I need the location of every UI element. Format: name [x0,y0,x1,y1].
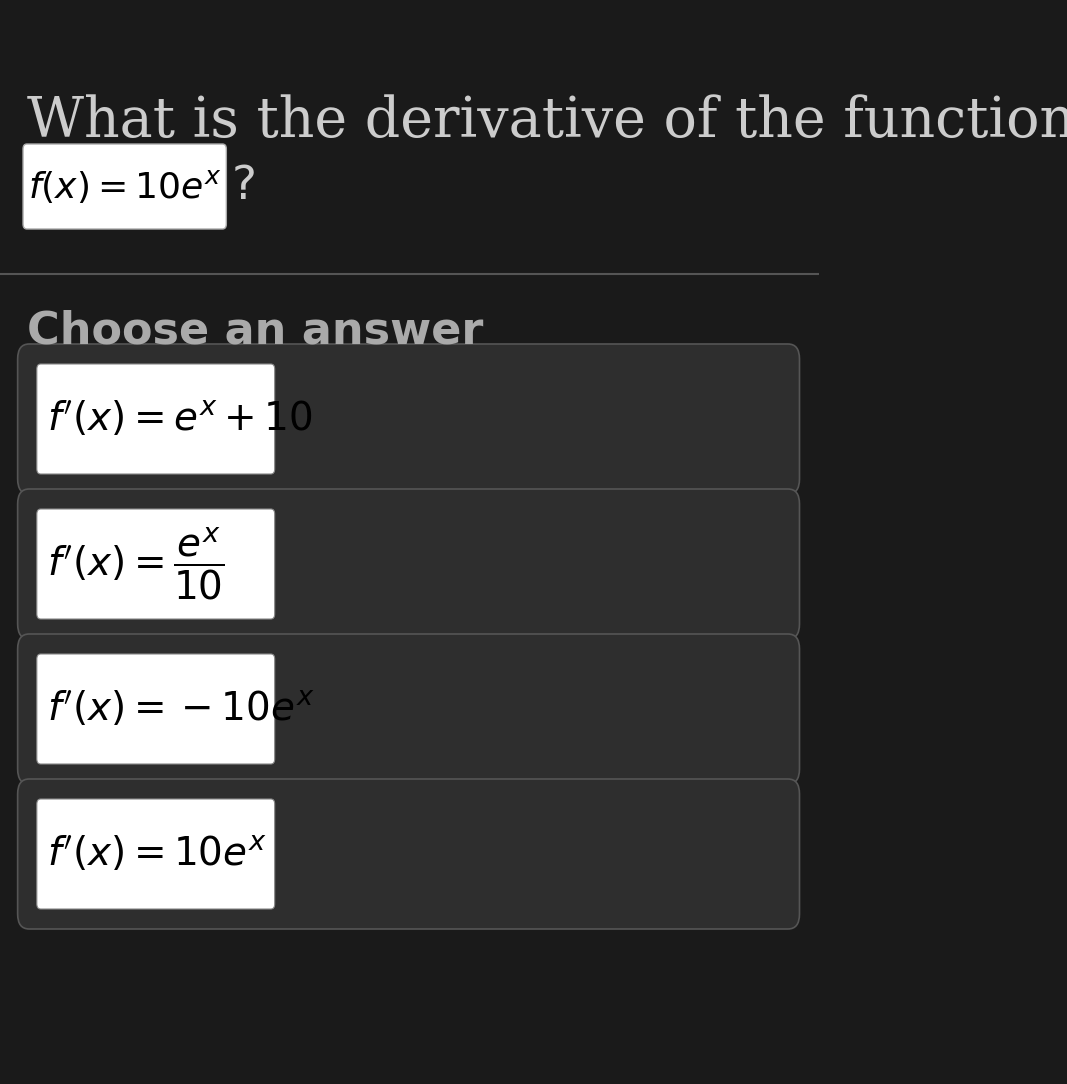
Text: $f'(x) = e^{x} + 10$: $f'(x) = e^{x} + 10$ [47,399,313,439]
FancyBboxPatch shape [37,509,274,619]
Text: ?: ? [232,164,257,209]
FancyBboxPatch shape [18,634,799,784]
Text: $f'(x) = -10e^{x}$: $f'(x) = -10e^{x}$ [47,689,315,728]
FancyBboxPatch shape [37,654,274,764]
Text: Choose an answer: Choose an answer [27,309,483,352]
FancyBboxPatch shape [18,779,799,929]
Text: $f'(x) = \dfrac{e^{x}}{10}$: $f'(x) = \dfrac{e^{x}}{10}$ [47,526,224,603]
FancyBboxPatch shape [18,344,799,494]
FancyBboxPatch shape [18,489,799,638]
FancyBboxPatch shape [23,144,226,229]
Text: $f(x) = 10e^{x}$: $f(x) = 10e^{x}$ [28,168,222,205]
FancyBboxPatch shape [37,799,274,909]
Text: $f'(x) = 10e^{x}$: $f'(x) = 10e^{x}$ [47,835,267,874]
FancyBboxPatch shape [37,364,274,474]
Text: What is the derivative of the function: What is the derivative of the function [27,94,1067,149]
